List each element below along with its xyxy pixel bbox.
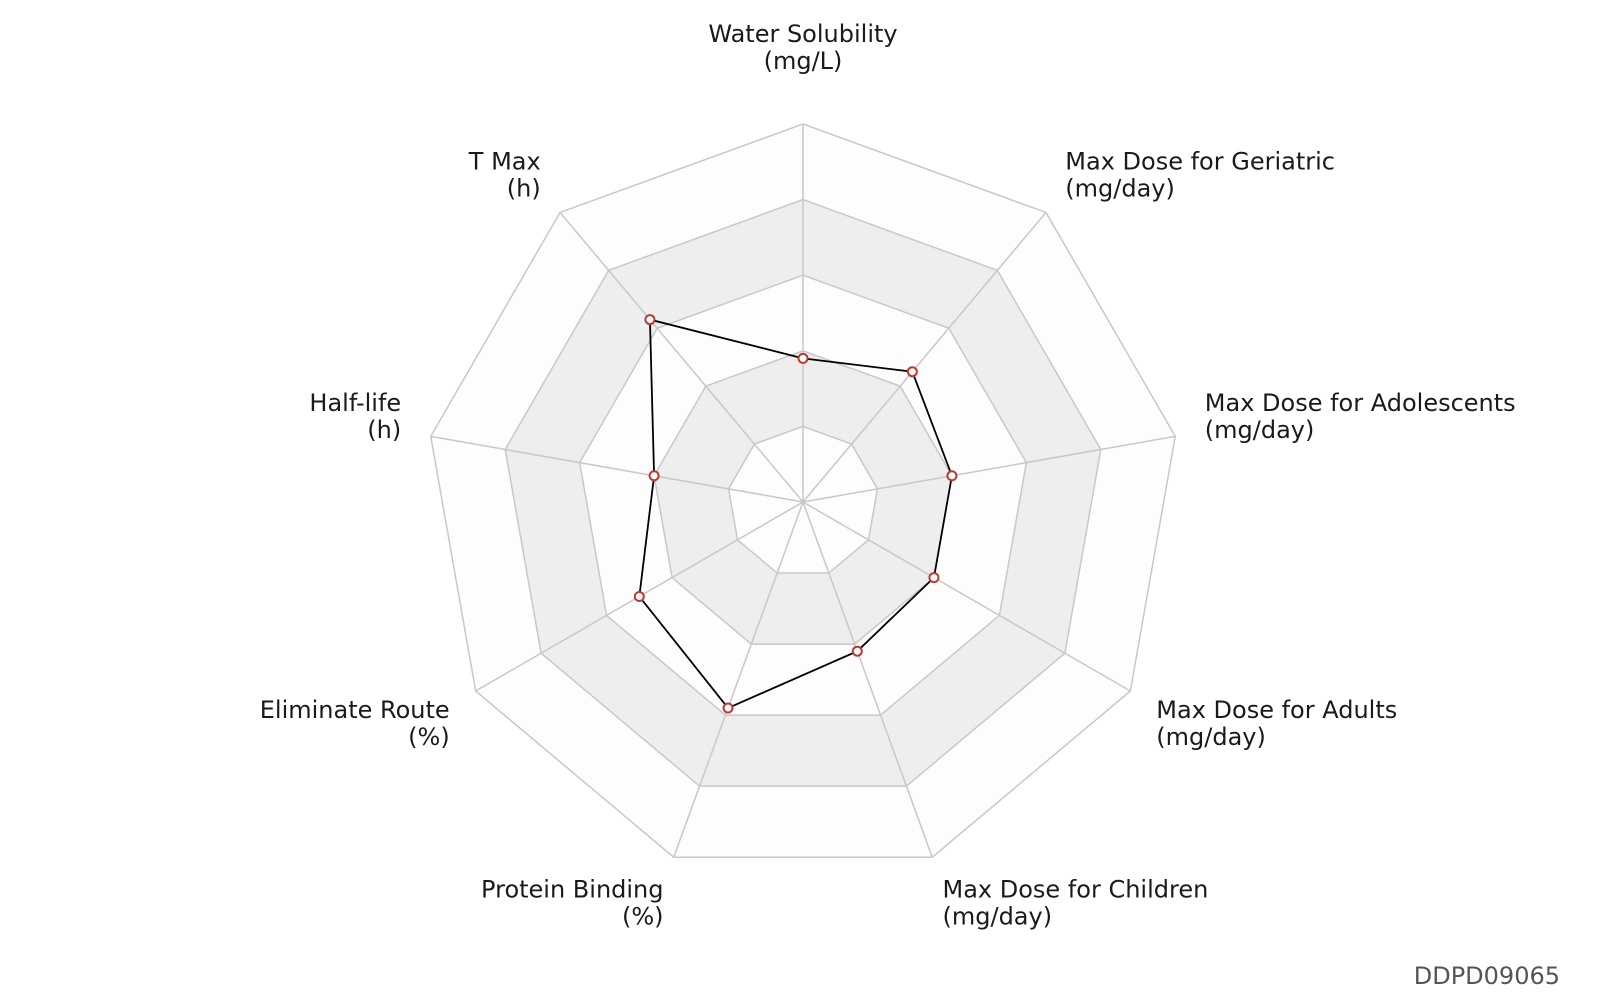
axis-label-8: T Max (h) <box>468 148 541 203</box>
axis-label-4: Max Dose for Children (mg/day) <box>943 875 1209 930</box>
radar-point-5 <box>722 702 734 714</box>
axis-name-8: T Max <box>468 148 541 176</box>
axis-label-3: Max Dose for Adults (mg/day) <box>1156 696 1397 751</box>
axis-label-0: Water Solubility (mg/L) <box>708 20 897 75</box>
radar-spoke-5 <box>673 501 804 858</box>
radar-point-0 <box>797 352 809 364</box>
radar-spoke-1 <box>802 211 1047 503</box>
axis-label-5: Protein Binding (%) <box>481 875 663 930</box>
axis-name-5: Protein Binding <box>481 875 663 903</box>
radar-ring-1 <box>727 425 879 574</box>
radar-series-line <box>638 318 953 710</box>
axis-unit-1: (mg/day) <box>1065 175 1175 203</box>
axis-name-7: Half-life <box>309 389 401 417</box>
radar-ring-3 <box>578 274 1028 716</box>
axis-unit-7: (h) <box>367 416 401 444</box>
radar-point-6 <box>633 591 645 602</box>
radar-point-4 <box>851 645 863 657</box>
radar-ring-2 <box>653 350 953 645</box>
axis-name-4: Max Dose for Children <box>943 875 1209 903</box>
radar-spoke-8 <box>559 211 804 503</box>
radar-point-3 <box>928 572 940 584</box>
radar-ring-4 <box>504 198 1102 787</box>
radar-spoke-2 <box>802 435 1176 503</box>
radar-point-1 <box>906 366 918 378</box>
chart-id: DDPD09065 <box>1413 962 1560 990</box>
radar-point-8 <box>644 314 656 326</box>
radar-spoke-7 <box>430 435 804 503</box>
axis-name-2: Max Dose for Adolescents <box>1205 389 1516 417</box>
axis-unit-4: (mg/day) <box>943 902 1053 930</box>
axis-unit-6: (%) <box>408 723 450 751</box>
axis-unit-3: (mg/day) <box>1156 723 1266 751</box>
axis-label-6: Eliminate Route (%) <box>260 696 450 751</box>
axis-name-3: Max Dose for Adults <box>1156 696 1397 724</box>
axis-name-0: Water Solubility <box>708 20 897 48</box>
axis-label-2: Max Dose for Adolescents (mg/day) <box>1205 389 1516 444</box>
axis-name-1: Max Dose for Geriatric <box>1065 148 1335 176</box>
axis-unit-5: (%) <box>622 902 664 930</box>
axis-unit-0: (mg/L) <box>764 47 843 75</box>
radar-point-2 <box>946 470 958 482</box>
axis-label-7: Half-life (h) <box>309 389 401 444</box>
axis-unit-2: (mg/day) <box>1205 416 1315 444</box>
radar-spoke-4 <box>802 501 933 858</box>
radar-spoke-3 <box>802 501 1131 692</box>
axis-name-6: Eliminate Route <box>260 696 450 724</box>
axis-label-1: Max Dose for Geriatric (mg/day) <box>1065 148 1335 203</box>
axis-unit-8: (h) <box>507 175 541 203</box>
radar-point-7 <box>648 470 660 482</box>
radar-ring-5 <box>429 123 1177 858</box>
